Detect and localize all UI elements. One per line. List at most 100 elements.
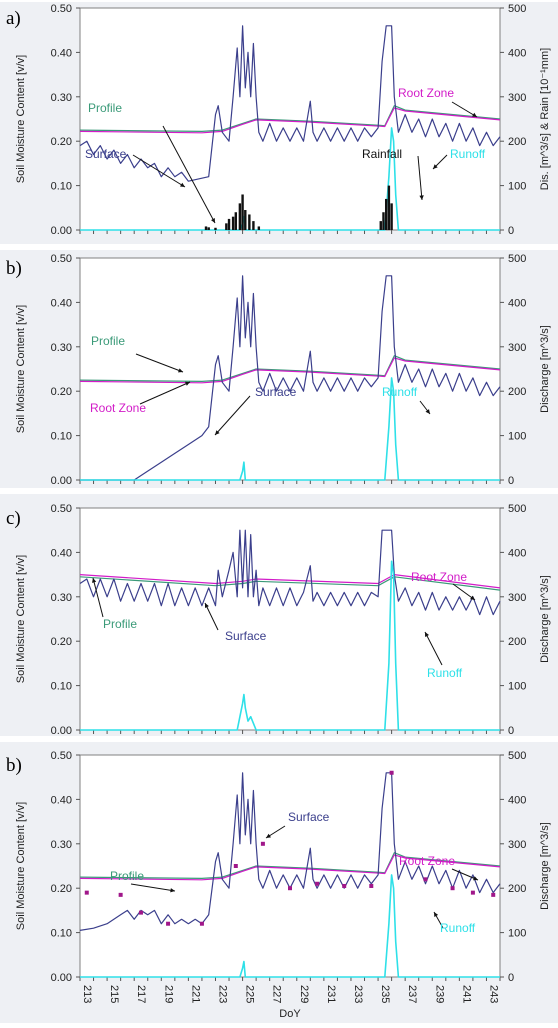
x-tick-label: 213 (81, 985, 93, 1003)
observed-point (138, 910, 143, 915)
y-left-tick-label: 0.00 (51, 972, 72, 984)
annotation-arrow-head (211, 218, 215, 223)
annotation-arrow-line (130, 883, 176, 892)
y-left-tick-label: 0.20 (51, 386, 72, 398)
y-right-tick-label: 100 (508, 431, 526, 443)
x-tick-label: 229 (298, 985, 310, 1003)
panel-label: b) (6, 258, 22, 279)
series-line-runoff (80, 560, 500, 731)
annotation-arrow-line (139, 381, 191, 405)
y-left-tick-label: 0.10 (51, 431, 72, 443)
annotation-label: Runoff (440, 921, 476, 935)
annotation-arrow-head (434, 912, 439, 917)
annotation-arrow-line (204, 602, 219, 631)
series-line-root-zone (79, 854, 501, 881)
observed-point (233, 864, 238, 868)
annotation-arrow-head (170, 888, 175, 893)
chart-panel-4: b) 0.00 0.10 0.20 0.30 0.40 0.50 0 100 200 300 400 5… (0, 742, 558, 1023)
y-left-tick-label: 0.40 (51, 547, 72, 559)
x-tick-label: 221 (189, 985, 201, 1003)
annotation-arrow-line (214, 395, 251, 436)
y-left-tick-label: 0.40 (51, 794, 72, 806)
annotation-arrow-head (92, 578, 97, 583)
rainfall-bar (387, 185, 391, 230)
x-tick-label: 239 (433, 985, 445, 1003)
y-right-tick-label: 300 (508, 92, 526, 104)
annotation-arrow-head (419, 195, 424, 200)
y-right-tick-label: 500 (508, 503, 526, 515)
y-right-tick-label: 200 (508, 883, 526, 895)
annotation-label: Runoff (427, 666, 463, 680)
annotation-arrow-line (135, 353, 184, 373)
rainfall-bar (227, 218, 231, 230)
observed-point (389, 770, 394, 775)
chart-panel-1: a) 0.00 0.10 0.20 0.30 0.40 0.50 0 100 200 300 400 5… (0, 2, 558, 244)
rainfall-bar (231, 216, 235, 230)
annotation-arrow-head (215, 430, 220, 435)
y-left-tick-label: 0.10 (51, 681, 72, 693)
y-left-tick-label: 0.30 (51, 92, 72, 104)
observed-point (450, 886, 455, 891)
observed-point (315, 881, 320, 886)
annotation-label: Profile (103, 617, 137, 631)
annotation-arrow-line (424, 631, 443, 666)
x-tick-label: 243 (487, 985, 499, 1003)
y-right-tick-label: 300 (508, 839, 526, 851)
y-left-tick-label: 0.30 (51, 342, 72, 354)
x-tick-label: 225 (244, 985, 256, 1003)
x-tick-label: 217 (135, 985, 147, 1003)
rainfall-bar (207, 227, 210, 230)
y-right-tick-label: 400 (508, 47, 526, 59)
annotation-arrow-head (205, 603, 209, 608)
observed-point (369, 883, 374, 888)
y-right-tick-label: 0 (508, 225, 514, 237)
annotation-arrow-line (451, 868, 479, 881)
y-left-axis-title: Soil Moisture Content [v/v] (15, 802, 27, 930)
annotation-arrow-head (470, 595, 475, 600)
y-left-tick-label: 0.20 (51, 636, 72, 648)
y-left-tick-label: 0.50 (51, 253, 72, 265)
y-left-axis-title: Soil Moisture Content [v/v] (15, 55, 27, 183)
observed-point (84, 890, 89, 895)
x-tick-label: 223 (216, 985, 228, 1003)
plot-area (79, 754, 501, 978)
y-left-tick-label: 0.40 (51, 47, 72, 59)
x-tick-label: 227 (271, 985, 283, 1003)
annotation-arrow-head (266, 833, 271, 838)
y-right-tick-label: 0 (508, 475, 514, 487)
rainfall-bar (382, 212, 385, 230)
y-left-axis-title: Soil Moisture Content [v/v] (15, 305, 27, 433)
y-left-tick-label: 0.50 (51, 503, 72, 515)
rainfall-bar (252, 221, 255, 230)
rainfall-bar (204, 226, 208, 230)
rainfall-bar (384, 198, 388, 230)
annotation-label: Root Zone (399, 854, 455, 868)
rainfall-bar (238, 203, 242, 230)
x-axis-title: DoY (279, 1008, 301, 1020)
annotation-label: Root Zone (90, 401, 146, 415)
y-right-tick-label: 500 (508, 3, 526, 15)
annotation-label: Surface (255, 385, 297, 399)
x-tick-label: 231 (325, 985, 337, 1003)
annotation-arrow-head (425, 632, 429, 637)
plot-area (79, 507, 501, 731)
rainfall-bar (248, 214, 251, 230)
rainfall-bar (234, 212, 238, 230)
annotation-arrow-line (92, 577, 104, 618)
series-line-profile (79, 852, 501, 880)
y-left-tick-label: 0.30 (51, 839, 72, 851)
annotation-label: Rainfall (362, 147, 402, 161)
annotation-arrow-head (472, 112, 477, 117)
observed-point (118, 892, 123, 897)
x-tick-label: 235 (379, 985, 391, 1003)
annotation-label: Surface (85, 147, 127, 161)
series-line-surface (79, 772, 501, 931)
y-right-tick-label: 100 (508, 181, 526, 193)
plot-area (79, 257, 501, 481)
annotation-arrow-head (180, 182, 185, 187)
series-line-runoff (80, 874, 500, 978)
observed-point (260, 841, 265, 846)
panel-label: b) (6, 755, 22, 776)
rainfall-bar (257, 226, 261, 230)
annotation-arrow-head (185, 381, 190, 386)
